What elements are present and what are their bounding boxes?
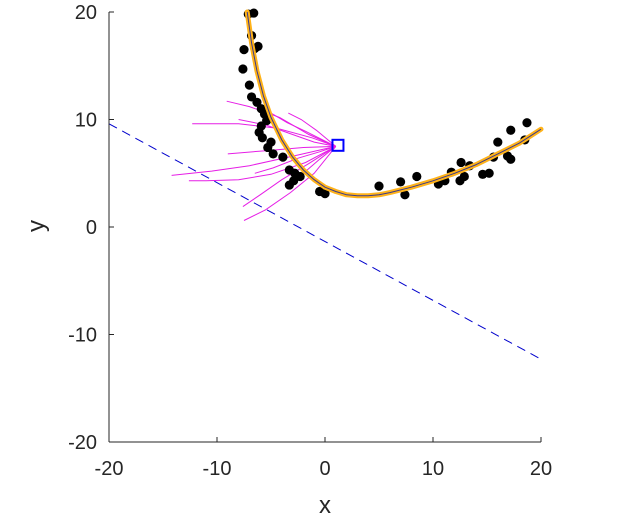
data-point-45 bbox=[506, 125, 516, 135]
fit-curve-core bbox=[246, 11, 542, 197]
data-point-42 bbox=[493, 137, 503, 147]
data-point-31 bbox=[412, 171, 422, 182]
x-tick-label-10: 10 bbox=[422, 458, 444, 480]
y-tick-label--20: -20 bbox=[68, 432, 97, 454]
data-point-44 bbox=[506, 154, 516, 164]
x-tick-label--20: -20 bbox=[95, 458, 124, 480]
data-point-23 bbox=[295, 171, 305, 182]
trajectory-path-11 bbox=[254, 145, 336, 174]
data-point-27 bbox=[320, 189, 330, 199]
data-point-8 bbox=[244, 80, 254, 90]
data-point-36 bbox=[459, 171, 469, 182]
data-point-25 bbox=[284, 180, 294, 190]
data-point-7 bbox=[238, 64, 248, 74]
dashed-line bbox=[108, 123, 542, 360]
trajectory-path-12 bbox=[270, 112, 337, 147]
x-tick-label-20: 20 bbox=[530, 458, 552, 480]
data-point-18 bbox=[263, 142, 273, 153]
y-tick-label-20: 20 bbox=[75, 2, 97, 24]
x-tick-label-0: 0 bbox=[319, 458, 330, 480]
trajectory-path-2 bbox=[226, 100, 337, 147]
trajectory-path-6 bbox=[188, 145, 337, 182]
data-point-29 bbox=[396, 177, 406, 187]
y-tick-label-0: 0 bbox=[86, 217, 97, 239]
trajectory-path-3 bbox=[288, 112, 337, 147]
data-point-30 bbox=[400, 190, 410, 200]
trajectory-path-4 bbox=[227, 145, 336, 155]
data-point-47 bbox=[522, 118, 532, 128]
y-axis-label: y bbox=[23, 220, 50, 232]
trajectory-path-5 bbox=[171, 145, 336, 176]
data-point-20 bbox=[278, 152, 288, 162]
data-point-16 bbox=[257, 133, 267, 143]
data-point-28 bbox=[374, 181, 384, 191]
trajectory-path-7 bbox=[242, 145, 337, 208]
square-marker bbox=[331, 138, 345, 152]
trajectory-path-10 bbox=[238, 119, 336, 147]
data-point-37 bbox=[456, 157, 466, 168]
axes: -20 -10 0 10 20 -20 -10 0 10 20 bbox=[68, 2, 552, 480]
data-point-10 bbox=[252, 97, 262, 107]
data-point-2 bbox=[249, 8, 259, 18]
x-axis-label: x bbox=[319, 492, 331, 519]
data-point-6 bbox=[239, 45, 249, 55]
plot-area bbox=[108, 8, 544, 360]
data-point-40 bbox=[484, 168, 494, 178]
trajectory-path-8 bbox=[243, 146, 337, 221]
data-point-19 bbox=[268, 149, 278, 159]
y-tick-label-10: 10 bbox=[75, 110, 97, 132]
y-tick-label--10: -10 bbox=[68, 325, 97, 347]
x-tick-label--10: -10 bbox=[203, 458, 232, 480]
